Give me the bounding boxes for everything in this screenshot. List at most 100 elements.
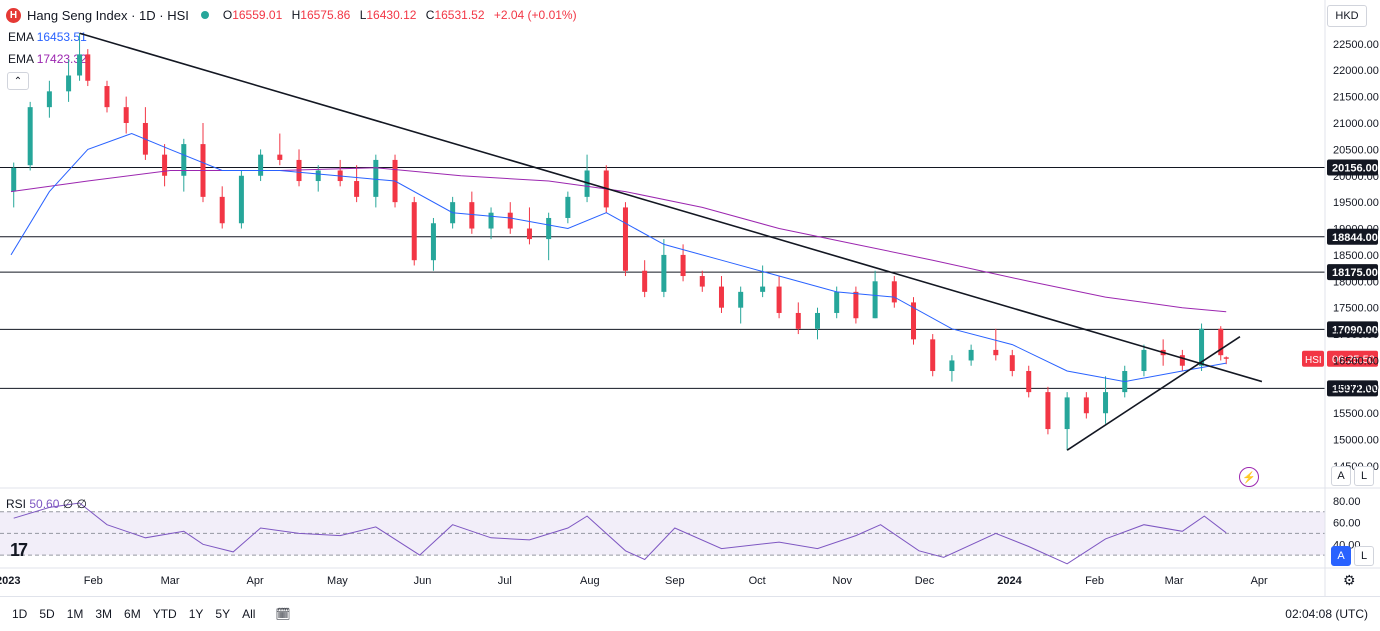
- price-tick-label: 19500.00: [1333, 197, 1379, 209]
- candle-body: [872, 281, 878, 319]
- candle-body: [760, 286, 766, 292]
- candle-body: [642, 270, 648, 292]
- time-axis-label: Oct: [749, 575, 766, 587]
- candle-body: [622, 207, 628, 271]
- timeframe-5d[interactable]: 5D: [39, 607, 55, 621]
- level-label: 18175.00: [1332, 267, 1378, 279]
- time-axis-label: Feb: [84, 575, 103, 587]
- rsi-line: [13, 502, 1227, 565]
- ohlc-close: 16531.52: [434, 8, 485, 22]
- candle-body: [968, 349, 974, 361]
- date-range-calendar-icon[interactable]: 🗓: [275, 607, 291, 621]
- candle-body: [526, 228, 532, 240]
- auto-scale-button[interactable]: A: [1331, 466, 1351, 486]
- candle-body: [277, 154, 283, 160]
- timeframe-ytd[interactable]: YTD: [152, 607, 177, 621]
- timeframe-6m[interactable]: 6M: [124, 607, 141, 621]
- candle-body: [507, 212, 513, 229]
- trendlines: HSI 06:25:50: [79, 32, 1378, 451]
- price-tick-label: 18500.00: [1333, 250, 1379, 262]
- collapse-legend-button[interactable]: ⌃: [7, 72, 29, 90]
- timeframe-3m[interactable]: 3M: [95, 607, 113, 621]
- candle-body: [315, 170, 321, 182]
- symbol-logo-icon: H: [6, 7, 21, 23]
- timeframe-all[interactable]: All: [242, 607, 256, 621]
- trendline: [79, 32, 1263, 383]
- candle-body: [661, 254, 667, 292]
- rsi-auto-scale-button[interactable]: A: [1331, 546, 1351, 566]
- settings-gear-icon[interactable]: ⚙: [1343, 572, 1356, 588]
- symbol-title[interactable]: Hang Seng Index · 1D · HSI: [27, 7, 189, 23]
- tradingview-logo[interactable]: 17: [10, 540, 28, 560]
- level-label: 18844.00: [1332, 232, 1378, 244]
- candle-body: [162, 154, 168, 176]
- log-scale-button[interactable]: L: [1354, 466, 1374, 486]
- price-tick-label: 17000.00: [1333, 329, 1379, 341]
- timeframe-1m[interactable]: 1M: [66, 607, 84, 621]
- rsi-tick-label: 80.00: [1333, 496, 1361, 508]
- time-axis-label: Mar: [161, 575, 180, 587]
- bottom-toolbar: 1D 5D 1M 3M 6M YTD 1Y 5Y All 🗓 02:04:08 …: [0, 596, 1380, 631]
- utc-clock[interactable]: 02:04:08 (UTC): [1285, 607, 1368, 621]
- lightning-icon[interactable]: ⚡: [1239, 467, 1259, 487]
- rsi-legend[interactable]: RSI 50.60 ∅ ∅: [6, 497, 87, 511]
- price-chart[interactable]: 20156.00 18844.00 18175.00 17090.00 15972.00…: [0, 0, 1380, 596]
- currency-selector[interactable]: HKD: [1327, 5, 1367, 27]
- price-tick-label: 17500.00: [1333, 303, 1379, 315]
- price-tick-label: 18000.00: [1333, 276, 1379, 288]
- candle-body: [411, 202, 417, 261]
- time-axis-label: Sep: [665, 575, 685, 587]
- time-axis-label: May: [327, 575, 348, 587]
- candle-body: [469, 202, 475, 229]
- timeframe-1d[interactable]: 1D: [12, 607, 28, 621]
- price-tick-label: 16000.00: [1333, 382, 1379, 394]
- price-tick-label: 22000.00: [1333, 65, 1379, 77]
- candle-body: [488, 212, 494, 229]
- candlesticks: [11, 33, 1229, 451]
- level-label-box: [1327, 159, 1378, 176]
- candle-body: [738, 291, 744, 308]
- candle-body: [1064, 397, 1070, 430]
- candle-body: [219, 196, 225, 224]
- symbol-tag: HSI: [1305, 355, 1322, 366]
- candle-body: [930, 339, 936, 372]
- timeframe-5y[interactable]: 5Y: [215, 607, 231, 621]
- price-tick-label: 21500.00: [1333, 92, 1379, 104]
- candle-body: [891, 281, 897, 303]
- ema-slow-legend[interactable]: EMA 17423.32: [8, 52, 87, 66]
- candle-body: [584, 170, 590, 197]
- symbol-tag-box: [1302, 350, 1324, 367]
- candle-body: [1141, 349, 1147, 372]
- candle-body: [258, 154, 264, 176]
- level-label: 17090.00: [1332, 324, 1378, 336]
- candle-body: [776, 286, 782, 313]
- candle-body: [430, 223, 436, 261]
- countdown-label: 06:25:50: [1332, 354, 1375, 366]
- rsi-log-scale-button[interactable]: L: [1354, 546, 1374, 566]
- price-tick-label: 16500.00: [1333, 355, 1379, 367]
- trendline: [1066, 336, 1241, 451]
- candle-body: [354, 181, 360, 197]
- candle-body: [66, 75, 72, 92]
- ohlc-high: 16575.86: [300, 8, 351, 22]
- candle-body: [795, 312, 801, 329]
- time-axis-label: Apr: [1251, 575, 1268, 587]
- candle-body: [911, 302, 917, 340]
- time-axis-label: Jun: [414, 575, 432, 587]
- time-axis-label: Jul: [498, 575, 512, 587]
- time-axis-label: Mar: [1165, 575, 1184, 587]
- timeframe-1y[interactable]: 1Y: [188, 607, 204, 621]
- ema-fast-legend[interactable]: EMA 16453.51: [8, 30, 87, 44]
- market-status-dot-icon: [200, 11, 209, 19]
- countdown-box: [1327, 350, 1378, 367]
- time-axis-label: 2024: [997, 575, 1022, 587]
- rsi-tick-label: 60.00: [1333, 518, 1361, 530]
- candle-body: [181, 144, 187, 176]
- time-axis-label: Aug: [580, 575, 600, 587]
- candle-body: [1218, 328, 1224, 356]
- price-tick-label: 19000.00: [1333, 224, 1379, 236]
- level-label: 15972.00: [1332, 383, 1378, 395]
- price-tick-label: 15000.00: [1333, 435, 1379, 447]
- candle-body: [296, 159, 302, 182]
- time-axis-label: Apr: [247, 575, 264, 587]
